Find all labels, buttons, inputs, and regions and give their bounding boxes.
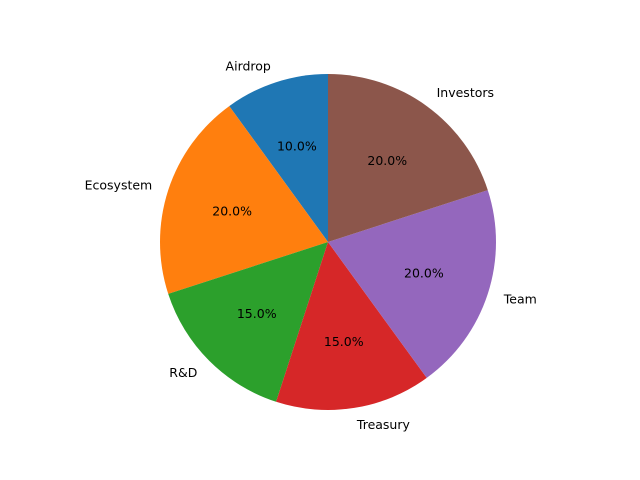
percent-label-treasury: 15.0% <box>324 334 364 349</box>
pie-slice-airdrop <box>229 74 328 242</box>
pie-slices <box>160 74 496 410</box>
percentage-labels: 10.0% 20.0% 15.0% 15.0% 20.0% 20.0% <box>212 139 444 349</box>
pie-slice-investors <box>328 74 488 242</box>
pie-slice-treasury <box>276 242 427 410</box>
pie-slice-r-d <box>168 242 328 402</box>
percent-label-ecosystem: 20.0% <box>212 203 252 218</box>
category-label-airdrop: Airdrop <box>226 59 271 74</box>
category-labels: Airdrop Ecosystem R&D Treasury Team Investors <box>85 59 537 432</box>
category-label-investors: Investors <box>437 85 494 100</box>
category-label-team: Team <box>503 292 537 307</box>
percent-label-investors: 20.0% <box>367 153 407 168</box>
percent-label-team: 20.0% <box>404 266 444 281</box>
percent-label-r-d: 15.0% <box>237 306 277 321</box>
pie-slice-team <box>328 190 496 378</box>
category-label-treasury: Treasury <box>356 417 411 432</box>
category-label-ecosystem: Ecosystem <box>85 177 153 192</box>
percent-label-airdrop: 10.0% <box>277 139 317 154</box>
category-label-r-d: R&D <box>169 365 197 380</box>
pie-slice-ecosystem <box>160 106 328 294</box>
